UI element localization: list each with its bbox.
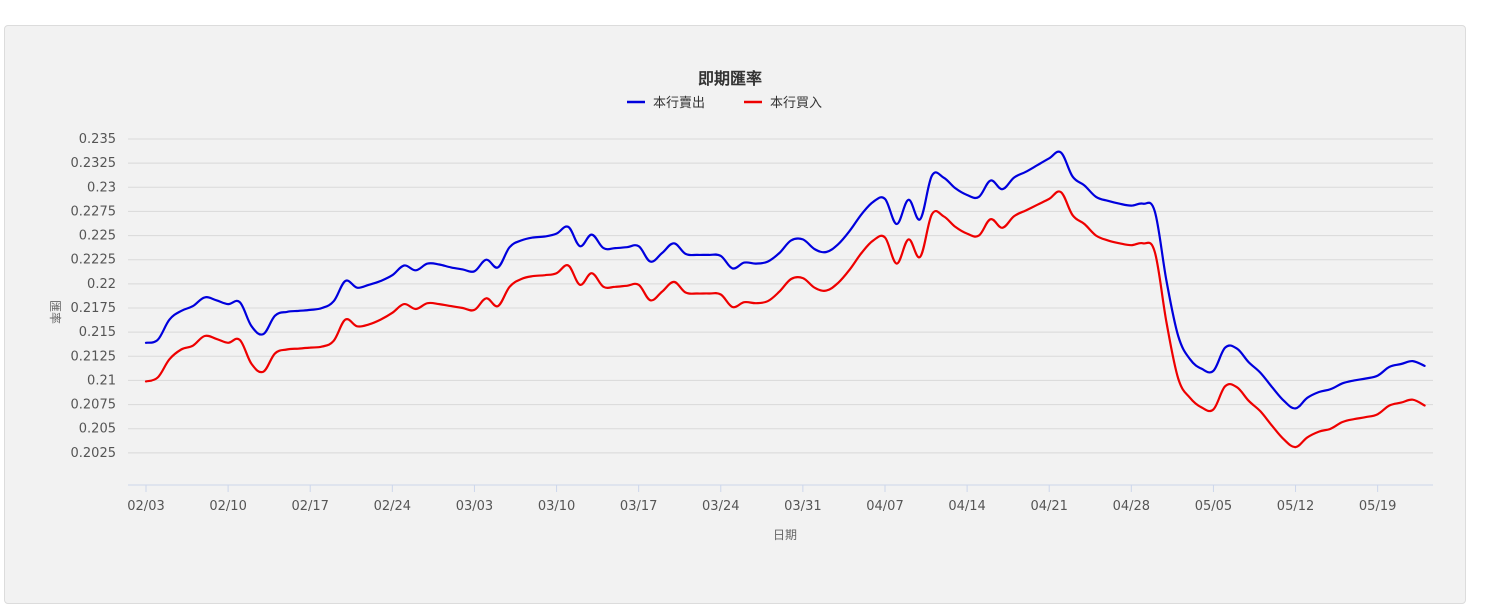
legend-label-sell: 本行賣出 bbox=[653, 96, 705, 111]
x-tick-label: 03/10 bbox=[538, 499, 575, 514]
x-tick-label: 03/17 bbox=[620, 499, 657, 514]
buy-rate-line[interactable] bbox=[144, 190, 1426, 449]
x-tick-label: 05/19 bbox=[1359, 499, 1396, 514]
chart-title: 即期匯率 bbox=[698, 69, 762, 88]
axes: 0.235 0.2325 0.23 0.2275 0.225 0.2225 0.22 0.21… bbox=[71, 132, 1433, 514]
y-tick-label: 0.235 bbox=[79, 132, 116, 147]
x-tick-label: 02/03 bbox=[127, 499, 164, 514]
y-tick-label: 0.2225 bbox=[71, 253, 117, 268]
y-axis-title: 匯率 bbox=[48, 300, 63, 324]
x-tick-label: 04/07 bbox=[866, 499, 903, 514]
legend-item-buy[interactable]: 本行買入 bbox=[744, 96, 822, 111]
y-tick-label: 0.21 bbox=[87, 373, 116, 388]
x-tick-label: 03/31 bbox=[784, 499, 821, 514]
x-tick-label: 04/28 bbox=[1113, 499, 1150, 514]
grid-lines bbox=[128, 138, 1433, 454]
y-tick-label: 0.23 bbox=[87, 180, 116, 195]
y-tick-label: 0.2125 bbox=[71, 349, 117, 364]
y-tick-label: 0.2175 bbox=[71, 301, 117, 316]
chart-panel: 0.235 0.2325 0.23 0.2275 0.225 0.2225 0.22 0.21… bbox=[4, 25, 1466, 604]
x-tick-label: 05/05 bbox=[1195, 499, 1232, 514]
x-tick-label: 05/12 bbox=[1277, 499, 1314, 514]
y-tick-label: 0.2275 bbox=[71, 204, 117, 219]
x-tick-label: 03/24 bbox=[702, 499, 739, 514]
x-axis-title: 日期 bbox=[773, 528, 797, 542]
legend-item-sell[interactable]: 本行賣出 bbox=[627, 96, 705, 111]
legend: 本行賣出 本行買入 bbox=[627, 96, 822, 111]
y-tick-label: 0.2075 bbox=[71, 398, 117, 413]
y-tick-label: 0.215 bbox=[79, 325, 116, 340]
x-tick-label: 04/21 bbox=[1030, 499, 1067, 514]
x-tick-label: 02/17 bbox=[291, 499, 328, 514]
x-tick-label: 04/14 bbox=[948, 499, 985, 514]
x-tick-label: 03/03 bbox=[456, 499, 493, 514]
exchange-rate-chart: 0.235 0.2325 0.23 0.2275 0.225 0.2225 0.22 0.21… bbox=[48, 69, 1433, 542]
y-tick-label: 0.22 bbox=[87, 277, 116, 292]
y-tick-label: 0.205 bbox=[79, 422, 116, 437]
series-lines bbox=[144, 150, 1426, 449]
legend-label-buy: 本行買入 bbox=[770, 96, 822, 111]
x-tick-label: 02/10 bbox=[209, 499, 246, 514]
sell-rate-line[interactable] bbox=[144, 150, 1426, 410]
x-tick-label: 02/24 bbox=[374, 499, 411, 514]
y-tick-label: 0.2025 bbox=[71, 446, 117, 461]
y-tick-label: 0.2325 bbox=[71, 156, 117, 171]
y-tick-label: 0.225 bbox=[79, 229, 116, 244]
